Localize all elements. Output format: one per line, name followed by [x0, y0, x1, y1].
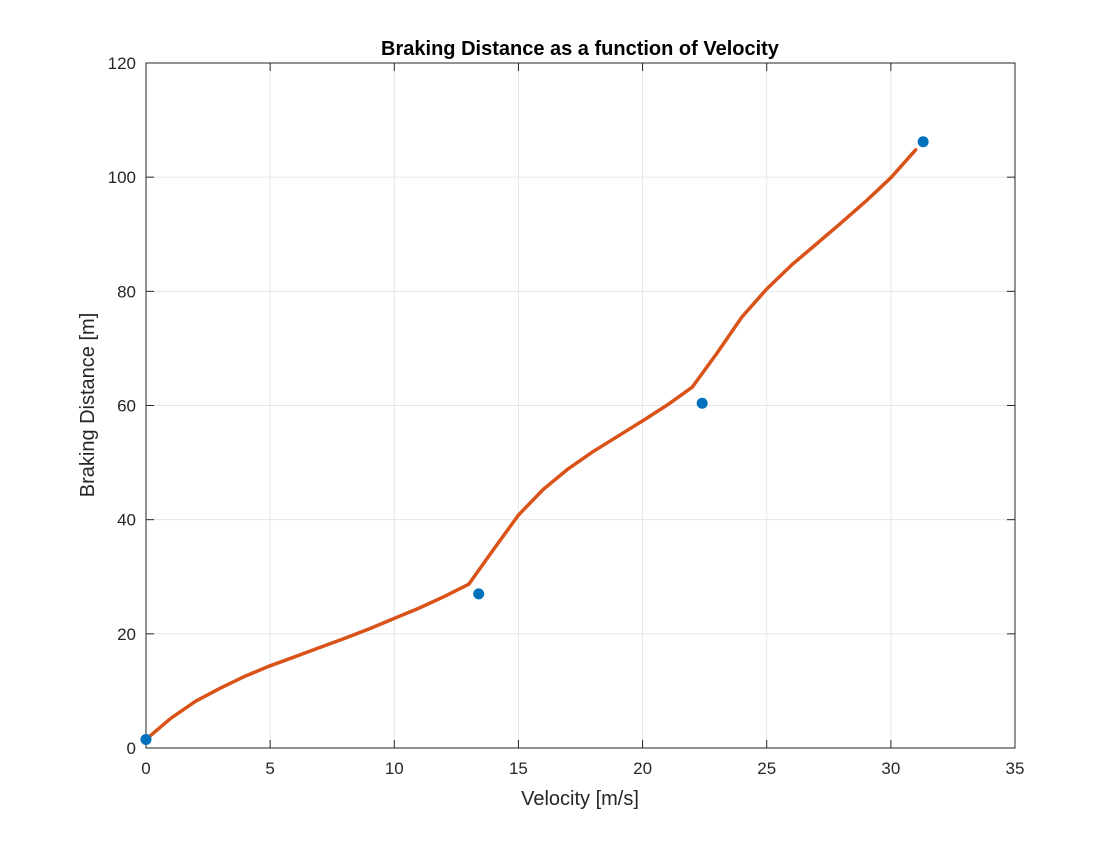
x-axis-label: Velocity [m/s] — [521, 788, 639, 810]
y-axis-label: Braking Distance [m] — [77, 313, 99, 498]
y-tick-label: 40 — [117, 511, 136, 530]
data-point — [917, 136, 929, 148]
data-point — [473, 588, 485, 600]
x-tick-label: 15 — [509, 759, 528, 778]
series-layer — [140, 136, 929, 745]
x-tick-label: 25 — [757, 759, 776, 778]
grid — [145, 62, 1016, 749]
x-tick-label: 35 — [1006, 759, 1025, 778]
y-tick-label: 100 — [108, 168, 136, 187]
y-tick-label: 0 — [127, 739, 136, 758]
x-tick-label: 30 — [881, 759, 900, 778]
ticks: 0 5 10 15 20 25 30 35 0 20 40 60 80 100 120 — [108, 54, 1025, 778]
y-tick-label: 120 — [108, 54, 136, 73]
x-tick-label: 0 — [141, 759, 150, 778]
y-tick-label: 20 — [117, 625, 136, 644]
data-point — [140, 733, 152, 745]
x-tick-label: 10 — [385, 759, 404, 778]
x-tick-label: 20 — [633, 759, 652, 778]
y-tick-label: 80 — [117, 282, 136, 301]
fit-curve-line — [144, 148, 918, 742]
x-tick-label: 5 — [265, 759, 274, 778]
chart-title: Braking Distance as a function of Veloci… — [381, 38, 780, 60]
data-point — [696, 397, 708, 409]
y-tick-label: 60 — [117, 397, 136, 416]
